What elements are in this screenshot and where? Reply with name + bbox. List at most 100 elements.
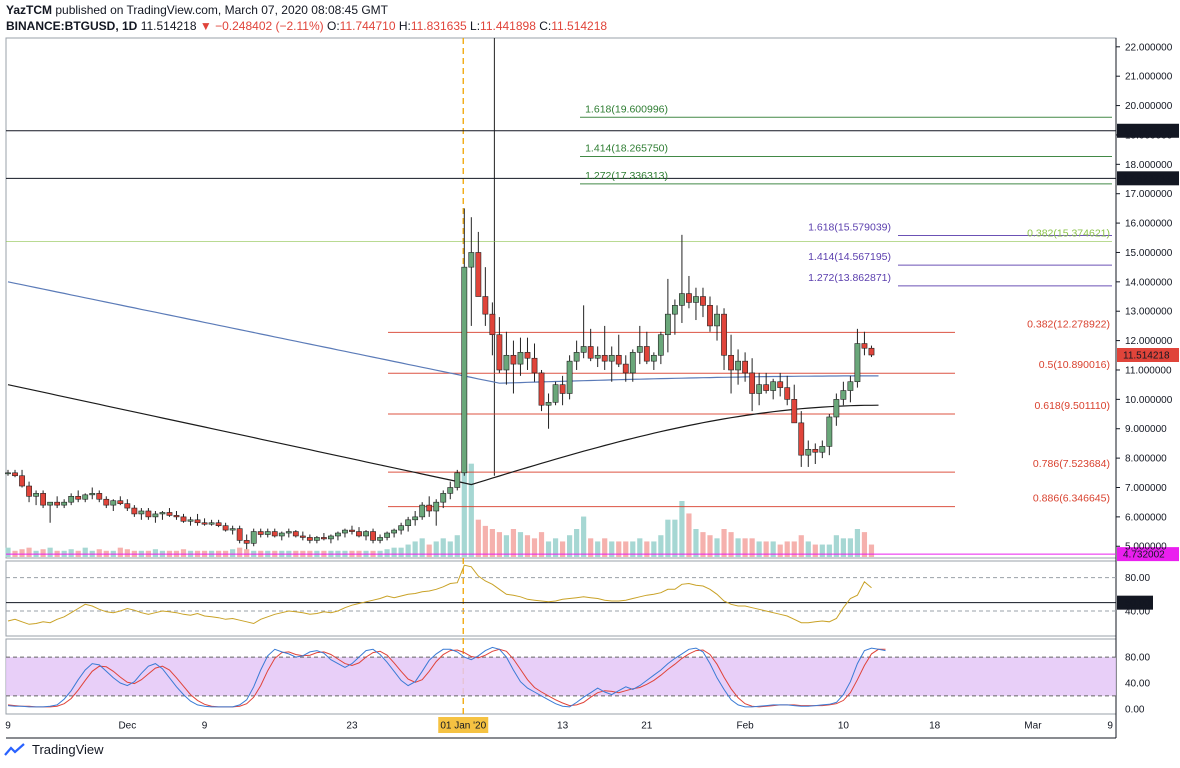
pane-border-1: [5, 560, 1117, 637]
candle-body: [650, 354, 657, 362]
candle-body: [236, 528, 243, 541]
candle-body: [679, 293, 685, 306]
price-tick-label: 18.000000: [1125, 160, 1173, 171]
rsi-tick-label: 50.00: [1125, 598, 1150, 609]
volume-bar: [524, 535, 531, 557]
price-tick-label: 16.000000: [1125, 219, 1173, 230]
candle-body: [131, 507, 138, 515]
candle-body: [608, 354, 615, 362]
volume-bar: [510, 529, 517, 557]
candle-body: [693, 296, 699, 303]
volume-bar: [454, 535, 460, 557]
level-label: 4.732002: [1123, 550, 1165, 561]
volume-bar: [489, 529, 495, 557]
price-tick-label: 8.000000: [1125, 454, 1167, 465]
volume-bar: [180, 549, 187, 557]
volume-bar: [665, 519, 671, 557]
candle-body: [482, 296, 489, 315]
candle-body: [89, 493, 96, 496]
stoch-tick-label: 40.00: [1125, 678, 1150, 689]
candle-body: [503, 354, 510, 371]
candle-body: [812, 448, 819, 453]
candle-body: [363, 531, 369, 537]
candle-body: [47, 501, 54, 506]
candle-body: [75, 496, 82, 500]
volume-bar: [721, 529, 727, 557]
volume-bar: [40, 549, 46, 557]
candle-body: [854, 343, 861, 383]
volume-bar: [531, 538, 538, 557]
candle-body: [742, 360, 748, 374]
candle-body: [12, 472, 18, 477]
volume-bar: [517, 532, 524, 557]
candle-body: [700, 296, 706, 306]
candle-body: [271, 531, 278, 537]
candle-body: [615, 354, 622, 365]
volume-bar: [567, 535, 573, 557]
close-label: C:: [539, 19, 552, 33]
candle-body: [454, 472, 461, 488]
pane-border-0: [5, 37, 1117, 559]
stoch-d-line: [7, 648, 886, 708]
volume-bar: [152, 549, 159, 557]
candle-body: [433, 501, 440, 512]
volume-bar: [749, 538, 755, 557]
candle-body: [306, 537, 313, 541]
volume-bar: [391, 547, 397, 557]
candle-body: [173, 515, 180, 518]
volume-bar: [405, 544, 411, 557]
candle-body: [791, 399, 798, 424]
price-tick-label: 14.000000: [1125, 277, 1173, 288]
candle-body: [159, 512, 166, 515]
volume-bar: [82, 547, 88, 557]
volume-bar: [819, 544, 825, 557]
volume-bar: [461, 426, 467, 557]
level-label: 19.142540: [1123, 126, 1171, 137]
candle-body: [243, 540, 250, 544]
candle-body: [342, 529, 348, 534]
volume-bar: [433, 541, 439, 557]
fib-level-label: 0.786(7.523684): [1033, 458, 1110, 470]
candle-body: [594, 354, 601, 359]
stoch-rsi-panel: 80.00 40.00 0.00: [6, 646, 1150, 715]
price-tick-label: 9.000000: [1125, 424, 1167, 435]
candle-body: [26, 485, 32, 497]
candle-body: [826, 416, 833, 447]
publish-info: YazTCM published on TradingView.com, Mar…: [6, 3, 388, 17]
price-tick-label: 21.000000: [1125, 72, 1173, 83]
volume-bar: [237, 547, 243, 557]
volume-bar: [447, 541, 453, 557]
horizontal-lines: 19.142540 17.523733 4.732002: [6, 123, 1179, 562]
volume-bar: [552, 538, 559, 557]
candle-body: [833, 399, 840, 418]
fib-level-label: 1.272(13.862871): [808, 272, 891, 284]
high-value: 11.831635: [410, 19, 467, 33]
volume-bar: [812, 544, 818, 557]
tradingview-logo[interactable]: TradingView: [4, 742, 104, 757]
volume-bar: [672, 519, 678, 557]
candle-body: [847, 381, 854, 391]
price-tick-label: 12.000000: [1125, 336, 1173, 347]
fib-level-label: 0.886(6.346645): [1033, 493, 1110, 505]
grid: [462, 38, 495, 714]
candle-body: [138, 510, 145, 515]
candles: [5, 208, 875, 550]
rsi-line: [7, 564, 872, 625]
time-tick-label: 18: [929, 721, 941, 732]
volume-bar: [545, 541, 552, 557]
volume-bar: [602, 538, 608, 557]
candle-body: [180, 516, 187, 522]
open-value: 11.744710: [339, 19, 396, 33]
candle-body: [468, 252, 475, 268]
candle-body: [208, 522, 215, 525]
volume-bar: [124, 549, 130, 557]
candle-body: [222, 525, 229, 531]
stoch-band: [6, 657, 1116, 696]
volume-bar: [861, 532, 868, 557]
stoch-tick-label: 80.00: [1125, 653, 1150, 664]
volume-bar: [854, 529, 861, 557]
candle-body: [517, 352, 524, 365]
candle-body: [299, 535, 306, 538]
